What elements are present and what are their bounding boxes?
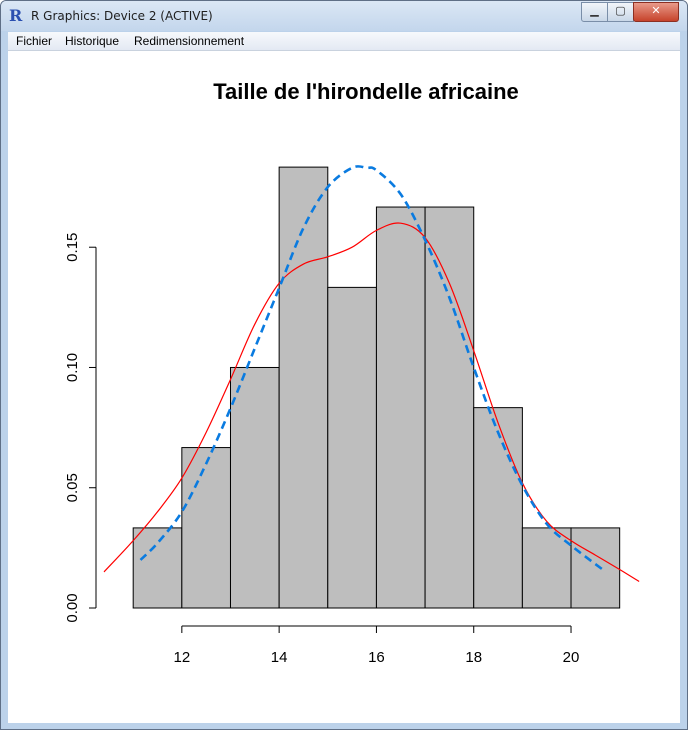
x-tick-label: 14 xyxy=(271,649,288,666)
y-tick-label: 0.00 xyxy=(64,593,81,622)
x-tick-label: 18 xyxy=(465,649,482,666)
x-axis: 12 14 16 18 20 xyxy=(173,625,580,666)
histogram-bar-2 xyxy=(229,366,280,609)
bars-group xyxy=(132,166,621,609)
histogram-bar-4 xyxy=(327,286,377,609)
y-tick-label: 0.05 xyxy=(64,473,81,502)
x-tick-label: 20 xyxy=(563,649,580,666)
histogram-bar-3 xyxy=(278,166,329,609)
minimize-icon: ▁ xyxy=(590,4,599,17)
maximize-button[interactable]: ▢ xyxy=(607,2,634,22)
y-axis: 0.00 0.05 0.10 0.15 xyxy=(64,233,97,623)
histogram-bar-1 xyxy=(181,447,231,609)
histogram-bar-5 xyxy=(375,206,426,609)
y-tick-label: 0.15 xyxy=(64,233,81,262)
histogram-bar-7 xyxy=(473,407,523,609)
x-tick-label: 16 xyxy=(368,649,385,666)
histogram-bar-9 xyxy=(570,527,621,609)
close-icon: ✕ xyxy=(651,4,661,17)
histogram-chart: Taille de l'hirondelle africaine 12 14 16 1… xyxy=(64,79,640,666)
title-bar[interactable]: R R Graphics: Device 2 (ACTIVE) ▁ ▢ ✕ xyxy=(1,1,687,31)
menu-bar: Fichier Historique Redimensionnement xyxy=(8,32,680,51)
plot-area: Taille de l'hirondelle africaine 12 14 16 1… xyxy=(8,51,680,723)
histogram-bar-8 xyxy=(521,527,572,609)
density-curve-line xyxy=(103,222,640,583)
close-button[interactable]: ✕ xyxy=(633,2,679,22)
maximize-icon: ▢ xyxy=(615,4,626,17)
menu-item-historique[interactable]: Historique xyxy=(65,34,120,48)
x-tick-label: 12 xyxy=(173,649,190,666)
histogram-bar-0 xyxy=(132,527,183,609)
menu-item-fichier[interactable]: Fichier xyxy=(16,34,53,48)
menu-item-redimensionnement[interactable]: Redimensionnement xyxy=(134,34,245,48)
chart-title: Taille de l'hirondelle africaine xyxy=(213,79,519,104)
histogram-bar-6 xyxy=(424,206,475,609)
window-title: R Graphics: Device 2 (ACTIVE) xyxy=(31,9,213,23)
y-tick-label: 0.10 xyxy=(64,353,81,382)
minimize-button[interactable]: ▁ xyxy=(581,2,608,22)
r-logo-icon: R xyxy=(9,6,23,25)
curves-group xyxy=(103,165,640,583)
